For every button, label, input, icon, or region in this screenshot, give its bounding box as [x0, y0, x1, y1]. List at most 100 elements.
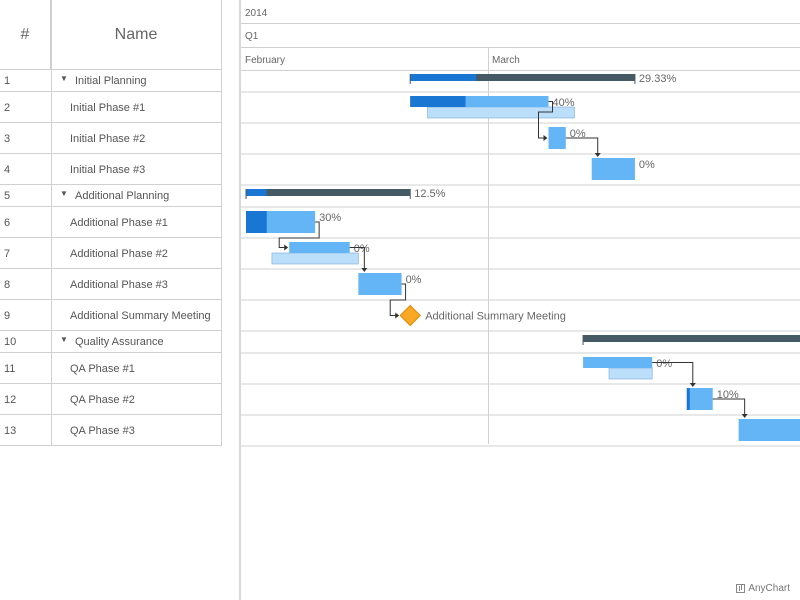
- dependency-arrow: [543, 135, 548, 141]
- timeline-quarter-label: Q1: [245, 31, 259, 42]
- group-progress-bar: [410, 74, 477, 81]
- row-name: Quality Assurance: [75, 336, 164, 348]
- progress-label: 40%: [553, 97, 575, 109]
- dependency-connector: [538, 101, 553, 139]
- grid-row[interactable]: 4 Initial Phase #3: [0, 154, 222, 185]
- progress-label: 29.33%: [639, 73, 677, 85]
- column-header-name-label: Name: [114, 25, 158, 43]
- progress-label: 0%: [354, 243, 370, 255]
- progress-label: 0%: [406, 274, 422, 286]
- anychart-credit[interactable]: AnyChart: [736, 583, 790, 594]
- progress-label: 0%: [570, 128, 586, 140]
- grid-row[interactable]: 8 Additional Phase #3: [0, 269, 222, 300]
- progress-label: 30%: [319, 212, 341, 224]
- row-name: Initial Planning: [75, 75, 147, 87]
- grid-row[interactable]: 11 QA Phase #1: [0, 353, 222, 384]
- milestone-label: Additional Summary Meeting: [425, 311, 566, 323]
- task-bar: [548, 127, 566, 149]
- progress-label: 0%: [639, 159, 655, 171]
- data-grid: # Name 1 ▼ Initial Planning 2 Initial Phase …: [0, 0, 222, 600]
- group-bar: [583, 335, 800, 342]
- progress-label: 0%: [656, 358, 672, 370]
- row-name: Initial Phase #1: [70, 101, 146, 114]
- grid-row[interactable]: 9 Additional Summary Meeting: [0, 300, 222, 331]
- task-bar: [738, 419, 800, 441]
- task-progress-bar: [410, 96, 466, 107]
- task-bar: [583, 357, 653, 368]
- column-header-number[interactable]: #: [0, 0, 51, 70]
- row-name: Additional Summary Meeting: [70, 309, 211, 322]
- grid-row[interactable]: 5 ▼ Additional Planning: [0, 185, 222, 207]
- column-header-number-label: #: [20, 25, 30, 43]
- dependency-arrow: [741, 414, 748, 418]
- group-progress-bar: [246, 189, 267, 196]
- dependency-arrow: [689, 383, 696, 387]
- column-header-name[interactable]: Name: [51, 0, 222, 70]
- row-number: 13: [4, 424, 17, 437]
- dependency-arrow: [594, 153, 601, 157]
- collapse-toggle-icon[interactable]: ▼: [60, 335, 68, 344]
- row-number: 1: [4, 75, 11, 87]
- row-number: 7: [4, 247, 11, 260]
- grid-row[interactable]: 1 ▼ Initial Planning: [0, 70, 222, 92]
- row-name: QA Phase #3: [70, 424, 135, 437]
- baseline-bar: [271, 252, 359, 265]
- milestone-diamond: [399, 304, 421, 327]
- row-name: Additional Phase #3: [70, 278, 168, 291]
- row-name: QA Phase #2: [70, 393, 135, 406]
- gantt-chart: 29.33% 40% 0% 0% 12.5% 30% 0% 0% Additional Summ…: [241, 73, 800, 447]
- grid-row[interactable]: 7 Additional Phase #2: [0, 238, 222, 269]
- row-name: Additional Planning: [75, 190, 170, 202]
- credit-label: AnyChart: [748, 583, 790, 594]
- dependency-connector: [349, 247, 365, 269]
- dependency-connector: [389, 283, 407, 316]
- row-name: Initial Phase #3: [70, 163, 146, 176]
- dependency-connector: [278, 221, 320, 248]
- progress-label: 10%: [717, 389, 739, 401]
- anychart-logo-icon: [736, 584, 746, 593]
- row-name: QA Phase #1: [70, 362, 135, 375]
- dependency-arrow: [361, 268, 368, 272]
- dependency-connector: [712, 398, 746, 415]
- row-number: 9: [4, 309, 11, 322]
- baseline-bar: [608, 367, 653, 380]
- task-bar: [686, 388, 713, 410]
- task-bar: [289, 242, 350, 253]
- grid-row[interactable]: 10 ▼ Quality Assurance: [0, 331, 222, 353]
- column-separator: [221, 0, 222, 446]
- dependency-connector: [565, 137, 599, 154]
- row-name: Initial Phase #2: [70, 132, 146, 145]
- timeline-year-label: 2014: [245, 8, 268, 19]
- group-bar: [246, 189, 411, 196]
- row-name: Additional Phase #1: [70, 216, 168, 229]
- row-number: 12: [4, 393, 17, 406]
- row-number: 6: [4, 216, 11, 229]
- dependency-connector: [652, 362, 694, 384]
- task-bar: [358, 273, 402, 295]
- dependency-arrow: [284, 244, 289, 251]
- row-number: 5: [4, 190, 11, 202]
- timeline-month-mar: March: [492, 55, 520, 66]
- row-number: 8: [4, 278, 11, 291]
- task-bar: [410, 96, 549, 107]
- row-number: 11: [4, 362, 16, 375]
- row-name: Additional Phase #2: [70, 247, 168, 260]
- grid-row[interactable]: 12 QA Phase #2: [0, 384, 222, 415]
- task-progress-bar: [246, 211, 267, 233]
- grid-row[interactable]: 3 Initial Phase #2: [0, 123, 222, 154]
- progress-label: 12.5%: [414, 188, 445, 200]
- group-bar: [410, 74, 635, 81]
- grid-splitter[interactable]: [239, 0, 241, 600]
- row-number: 2: [4, 101, 11, 114]
- dependency-arrow: [395, 312, 400, 319]
- grid-row[interactable]: 13 QA Phase #3: [0, 415, 222, 446]
- grid-row[interactable]: 2 Initial Phase #1: [0, 92, 222, 123]
- collapse-toggle-icon[interactable]: ▼: [60, 74, 68, 83]
- timeline: 2014 Q1 February March 29.33% 40% 0% 0% 12.5…: [241, 0, 800, 600]
- grid-row[interactable]: 6 Additional Phase #1: [0, 207, 222, 238]
- task-progress-bar: [686, 388, 690, 410]
- row-number: 4: [4, 163, 11, 176]
- column-separator: [51, 0, 52, 446]
- task-bar: [591, 158, 635, 180]
- collapse-toggle-icon[interactable]: ▼: [60, 189, 68, 198]
